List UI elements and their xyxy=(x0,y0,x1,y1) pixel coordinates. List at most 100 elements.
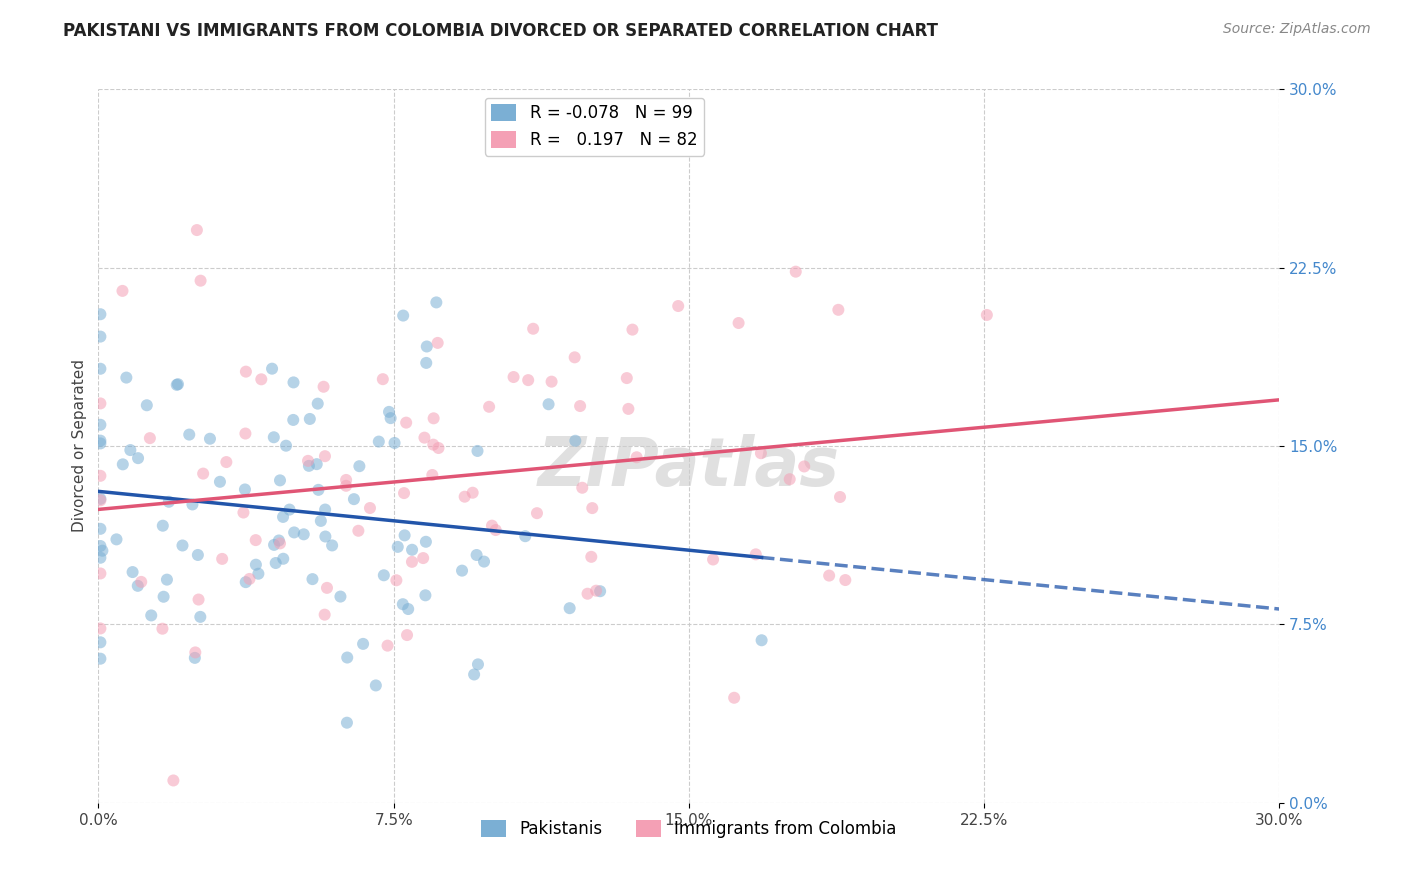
Point xyxy=(89,651,111,665)
Point xyxy=(238,572,260,586)
Point xyxy=(283,376,305,390)
Point xyxy=(336,715,359,730)
Point xyxy=(427,441,450,455)
Point xyxy=(271,509,294,524)
Point xyxy=(121,565,143,579)
Point xyxy=(129,574,152,589)
Point xyxy=(749,446,772,460)
Point xyxy=(425,295,447,310)
Point xyxy=(307,483,329,497)
Point xyxy=(89,307,111,321)
Point xyxy=(834,573,856,587)
Point xyxy=(392,597,415,611)
Point xyxy=(184,645,207,659)
Point xyxy=(394,528,416,542)
Point xyxy=(564,351,586,365)
Point xyxy=(233,483,256,497)
Point xyxy=(367,434,389,449)
Point xyxy=(626,450,648,465)
Point xyxy=(247,566,270,581)
Point xyxy=(190,274,212,288)
Point xyxy=(478,400,501,414)
Point xyxy=(314,449,336,463)
Point xyxy=(818,568,841,582)
Point xyxy=(401,542,423,557)
Point xyxy=(352,637,374,651)
Point xyxy=(314,607,336,622)
Point xyxy=(307,397,329,411)
Point xyxy=(723,690,745,705)
Point xyxy=(517,373,540,387)
Point xyxy=(395,416,418,430)
Point xyxy=(564,434,586,448)
Point xyxy=(89,522,111,536)
Point xyxy=(271,551,294,566)
Point xyxy=(316,581,339,595)
Point xyxy=(347,524,370,538)
Point xyxy=(105,533,128,547)
Point xyxy=(396,602,419,616)
Point xyxy=(793,459,815,474)
Point xyxy=(245,558,267,572)
Point xyxy=(461,485,484,500)
Point xyxy=(89,550,111,565)
Point xyxy=(162,773,184,788)
Point xyxy=(558,601,581,615)
Point xyxy=(89,329,111,343)
Point xyxy=(215,455,238,469)
Text: ZIPatlas: ZIPatlas xyxy=(538,434,839,500)
Point xyxy=(312,380,335,394)
Point xyxy=(298,412,321,426)
Point xyxy=(198,432,221,446)
Point xyxy=(301,572,323,586)
Point xyxy=(751,633,773,648)
Point xyxy=(422,437,444,451)
Point xyxy=(298,458,321,473)
Point xyxy=(426,335,449,350)
Point xyxy=(250,372,273,386)
Point xyxy=(181,498,204,512)
Legend: Pakistanis, Immigrants from Colombia: Pakistanis, Immigrants from Colombia xyxy=(474,813,904,845)
Point xyxy=(467,657,489,672)
Point xyxy=(453,490,475,504)
Point xyxy=(127,579,149,593)
Point xyxy=(89,434,111,448)
Point xyxy=(472,555,495,569)
Point xyxy=(616,371,638,385)
Point xyxy=(156,573,179,587)
Point xyxy=(314,502,336,516)
Point xyxy=(401,555,423,569)
Point xyxy=(502,370,524,384)
Point xyxy=(89,491,111,506)
Point xyxy=(416,339,439,353)
Point xyxy=(336,650,359,665)
Point xyxy=(827,302,849,317)
Point xyxy=(485,523,508,537)
Point xyxy=(89,361,111,376)
Point xyxy=(526,506,548,520)
Point xyxy=(297,454,319,468)
Point xyxy=(581,549,603,564)
Point xyxy=(235,575,257,590)
Point xyxy=(211,552,233,566)
Point xyxy=(278,502,301,516)
Point xyxy=(828,490,851,504)
Point xyxy=(89,436,111,450)
Point xyxy=(373,568,395,582)
Point xyxy=(537,397,560,411)
Point xyxy=(343,492,366,507)
Point xyxy=(89,493,111,508)
Point xyxy=(785,265,807,279)
Point xyxy=(415,356,437,370)
Point xyxy=(384,436,406,450)
Point xyxy=(89,468,111,483)
Point xyxy=(396,628,419,642)
Point xyxy=(292,527,315,541)
Point xyxy=(621,323,644,337)
Point xyxy=(166,377,188,392)
Point xyxy=(412,551,434,566)
Point xyxy=(415,534,437,549)
Point xyxy=(91,543,114,558)
Point xyxy=(321,538,343,552)
Point xyxy=(581,501,603,516)
